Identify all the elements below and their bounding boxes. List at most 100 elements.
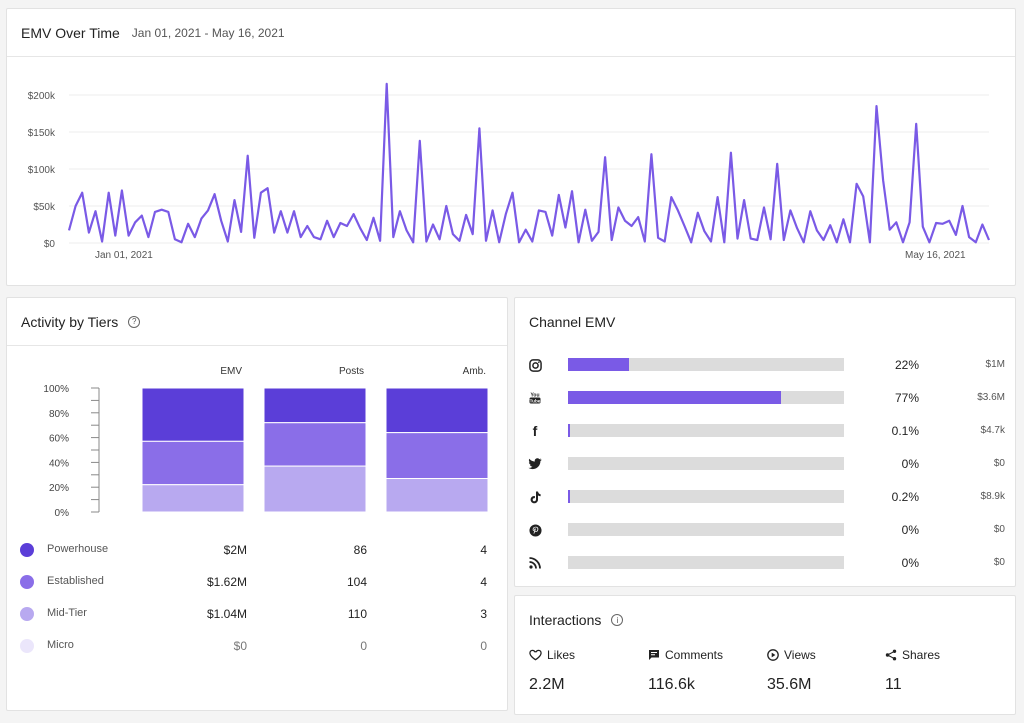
channel-percent: 77%	[894, 391, 919, 405]
y-tick-label: $0	[44, 239, 56, 250]
x-tick-label: Jan 01, 2021	[95, 250, 153, 261]
channel-bar-track	[568, 424, 844, 437]
tier-color-dot	[20, 639, 34, 653]
emv-date-range: Jan 01, 2021 - May 16, 2021	[131, 25, 285, 40]
tiers-stacked-bar-chart: 0% 20% 40% 60% 80% 100% EMV Posts Amb.	[43, 366, 489, 519]
emv-card-title: EMV Over Time	[21, 24, 120, 41]
channel-percent: 0%	[901, 457, 919, 471]
y-tick-label: $50k	[33, 202, 56, 213]
y-tick-label: 20%	[49, 483, 69, 494]
bar-segment-powerhouse[interactable]	[385, 387, 489, 434]
y-tick-label: 0%	[55, 508, 70, 519]
share-icon	[885, 649, 897, 661]
tier-posts-value: 104	[346, 575, 367, 589]
tier-amb-value: 0	[480, 639, 487, 653]
help-icon[interactable]: ?	[128, 315, 141, 328]
channel-percent: 0%	[901, 556, 919, 570]
youtube-icon: You Tube	[527, 390, 543, 406]
channel-amount: $1M	[985, 359, 1005, 370]
emv-line-chart[interactable]: $0 $50k $100k $150k $200k Jan 01, 2021 May 16,…	[7, 57, 1015, 285]
tier-color-dot	[20, 607, 34, 621]
channel-card-header: Channel EMV	[515, 298, 1015, 346]
emv-series-line[interactable]	[67, 82, 991, 244]
channel-percent: 0%	[901, 523, 919, 537]
channel-row: 22% $1M	[515, 357, 1015, 373]
channel-row: You Tube 77% $3.6M	[515, 390, 1015, 406]
channel-bar-fill	[568, 358, 629, 371]
bar-category-label: EMV	[220, 366, 242, 377]
interaction-label: Likes	[529, 648, 659, 662]
interaction-value: 2.2M	[529, 676, 565, 693]
interaction-value: 35.6M	[767, 676, 812, 693]
bar-segment-mid-tier[interactable]	[141, 484, 245, 513]
svg-text:Tube: Tube	[530, 398, 541, 403]
tier-row-micro: Micro $0 0 0	[7, 636, 507, 656]
channel-bar-track	[568, 457, 844, 470]
bar-segment-powerhouse[interactable]	[141, 387, 245, 442]
channel-amount: $3.6M	[977, 392, 1005, 403]
tier-emv-value: $1.04M	[206, 607, 247, 621]
interaction-label: Comments	[648, 648, 778, 662]
interaction-label-text: Likes	[547, 648, 576, 662]
channel-amount: $0	[993, 557, 1005, 568]
channel-bar-track	[568, 556, 844, 569]
facebook-icon: f	[532, 423, 538, 439]
channel-percent: 22%	[894, 358, 919, 372]
channel-row: 0.2% $8.9k	[515, 489, 1015, 505]
bar-segment-established[interactable]	[141, 440, 245, 486]
y-tick-label: $200k	[28, 91, 56, 102]
tier-name: Micro	[47, 639, 74, 651]
channel-amount: $0	[993, 524, 1005, 535]
channel-bar-fill	[568, 424, 570, 437]
channel-percent: 0.1%	[891, 424, 919, 438]
channel-row: 0% $0	[515, 456, 1015, 472]
interaction-comments: Comments 116.6k	[648, 648, 778, 694]
bar-category-label: Amb.	[463, 366, 486, 377]
tier-posts-value: 0	[360, 639, 367, 653]
interactions-card-header: Interactions i	[515, 596, 1015, 644]
channel-emv-card: Channel EMV 22% $1M You Tube 77% $3.6M f 0.1% $4…	[514, 297, 1016, 587]
channel-bar-fill	[568, 391, 781, 404]
tier-row-powerhouse: Powerhouse $2M 86 4	[7, 540, 507, 560]
tier-row-established: Established $1.62M 104 4	[7, 572, 507, 592]
tier-amb-value: 4	[480, 543, 487, 557]
channel-bar-track	[568, 358, 844, 371]
y-tick-label: 80%	[49, 409, 69, 420]
interaction-label-text: Views	[784, 648, 816, 662]
tiktok-icon	[527, 489, 543, 505]
y-tick-label: 100%	[43, 384, 69, 395]
twitter-icon	[527, 456, 543, 472]
tiers-card-header: Activity by Tiers ?	[7, 298, 507, 346]
tier-emv-value: $1.62M	[206, 575, 247, 589]
y-tick-label: 40%	[49, 458, 69, 469]
channel-amount: $0	[993, 458, 1005, 469]
tier-posts-value: 110	[347, 607, 367, 621]
channel-bar-track	[568, 523, 844, 536]
channel-amount: $4.7k	[980, 425, 1005, 436]
emv-over-time-card: EMV Over Time Jan 01, 2021 - May 16, 202…	[6, 8, 1016, 286]
tier-name: Mid-Tier	[47, 607, 87, 619]
tier-emv-value: $0	[233, 639, 247, 653]
tier-posts-value: 86	[353, 543, 367, 557]
bar-segment-mid-tier[interactable]	[385, 478, 489, 513]
channel-bar-track	[568, 490, 844, 503]
bar-segment-established[interactable]	[385, 432, 489, 480]
channel-amount: $8.9k	[980, 491, 1005, 502]
y-tick-label: $150k	[28, 128, 56, 139]
comment-icon	[648, 649, 660, 661]
activity-by-tiers-card: Activity by Tiers ? 0% 20% 40% 60% 80% 100% EM…	[6, 297, 508, 711]
tier-color-dot	[20, 543, 34, 557]
y-tick-label: 60%	[49, 434, 69, 445]
tier-amb-value: 4	[480, 575, 487, 589]
interaction-label-text: Shares	[902, 648, 941, 662]
bar-segment-powerhouse[interactable]	[263, 387, 367, 424]
info-icon[interactable]: i	[611, 614, 624, 626]
interactions-card-title: Interactions	[529, 612, 602, 628]
bar-segment-mid-tier[interactable]	[263, 465, 367, 513]
bar-segment-established[interactable]	[263, 422, 367, 467]
svg-text:You: You	[530, 393, 539, 399]
y-tick-label: $100k	[28, 165, 56, 176]
tier-name: Established	[47, 575, 104, 587]
tier-amb-value: 3	[480, 607, 487, 621]
channel-bar-fill	[568, 490, 570, 503]
